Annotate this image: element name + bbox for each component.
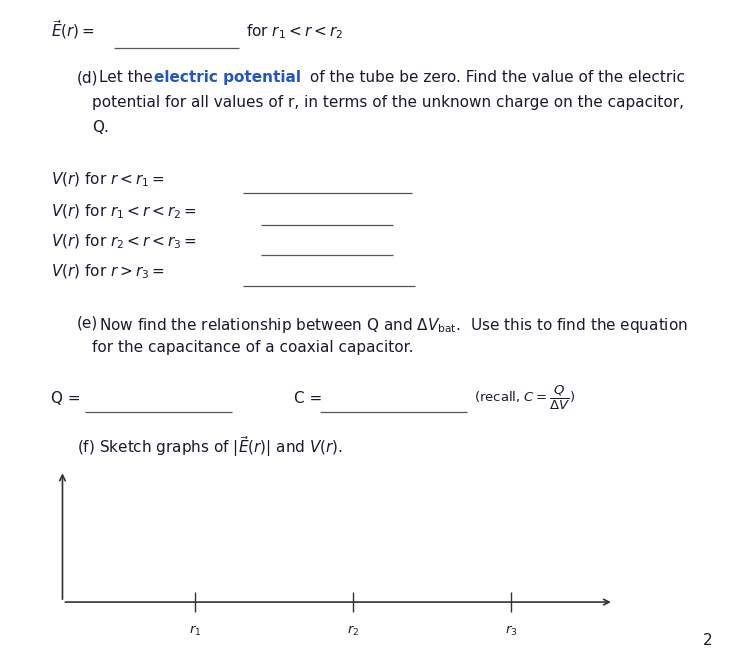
Text: (e): (e) <box>77 316 98 331</box>
Text: Let the: Let the <box>99 70 158 86</box>
Text: for the capacitance of a coaxial capacitor.: for the capacitance of a coaxial capacit… <box>92 340 413 355</box>
Text: $r_3$: $r_3$ <box>504 624 517 638</box>
Text: (recall, $C = \dfrac{Q}{\Delta V}$): (recall, $C = \dfrac{Q}{\Delta V}$) <box>474 384 576 412</box>
Text: (f) Sketch graphs of $|\vec{E}(r)|$ and $V(r)$.: (f) Sketch graphs of $|\vec{E}(r)|$ and … <box>77 434 343 459</box>
Text: for $r_1 < r < r_2$: for $r_1 < r < r_2$ <box>246 22 343 41</box>
Text: of the tube be zero. Find the value of the electric: of the tube be zero. Find the value of t… <box>305 70 685 86</box>
Text: C =: C = <box>294 391 322 406</box>
Text: $r_1$: $r_1$ <box>189 624 201 638</box>
Text: electric potential: electric potential <box>154 70 301 86</box>
Text: $V(r)$ for $r_2 < r < r_3 =$: $V(r)$ for $r_2 < r < r_3 =$ <box>51 232 198 251</box>
Text: $V(r)$ for $r < r_1 =$: $V(r)$ for $r < r_1 =$ <box>51 170 165 189</box>
Text: Now find the relationship between Q and $\Delta V_{\mathrm{bat}}$.  Use this to : Now find the relationship between Q and … <box>99 316 688 335</box>
Text: potential for all values of r, in terms of the unknown charge on the capacitor,: potential for all values of r, in terms … <box>92 95 684 111</box>
Text: $V(r)$ for $r_1 < r < r_2 =$: $V(r)$ for $r_1 < r < r_2 =$ <box>51 202 198 220</box>
Text: $V(r)$ for $r > r_3 =$: $V(r)$ for $r > r_3 =$ <box>51 263 165 281</box>
Text: (d): (d) <box>77 70 98 86</box>
Text: $r_2$: $r_2$ <box>347 624 359 638</box>
Text: 2: 2 <box>703 633 713 648</box>
Text: $\vec{E}(r)=$: $\vec{E}(r)=$ <box>51 18 96 41</box>
Text: Q.: Q. <box>92 120 109 136</box>
Text: Q =: Q = <box>51 391 81 406</box>
